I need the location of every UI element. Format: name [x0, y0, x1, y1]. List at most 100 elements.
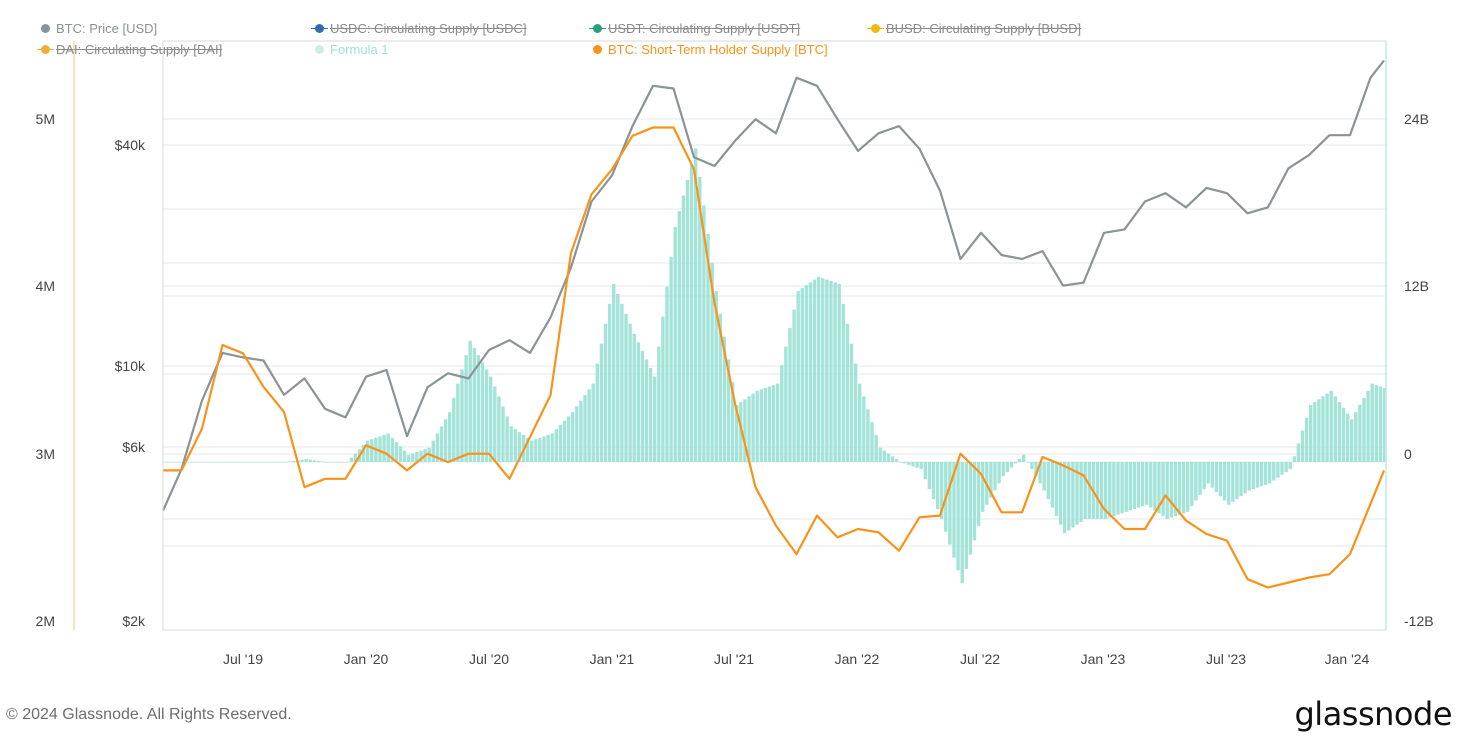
formula-1-bar — [948, 462, 952, 545]
formula-1-bar — [1231, 462, 1235, 502]
formula-1-bar — [1259, 462, 1264, 487]
formula-1-bar — [1161, 462, 1165, 517]
legend-item[interactable]: Formula 1 — [315, 42, 389, 57]
formula-1-bar — [776, 383, 780, 462]
formula-1-bar — [571, 412, 575, 462]
formula-1-bar — [870, 422, 874, 462]
formula-1-bar — [1296, 443, 1301, 462]
formula-1-bar — [443, 419, 448, 463]
formula-1-bar — [812, 279, 817, 462]
formula-1-bar — [484, 369, 489, 462]
x-axis-tick: Jul '22 — [960, 651, 1000, 667]
formula-1-bar — [271, 462, 276, 463]
formula-1-bar — [517, 432, 522, 462]
formula-1-bar — [1218, 462, 1223, 497]
formula-1-bar — [398, 446, 403, 462]
formula-1-bar — [1140, 462, 1145, 507]
formula-1-bar — [755, 390, 759, 463]
legend-dot-icon — [867, 24, 884, 33]
formula-1-bar — [874, 434, 878, 462]
formula-1-bar — [1333, 396, 1337, 462]
formula-1-bar — [1054, 462, 1059, 517]
formula-1-bar — [1214, 462, 1219, 492]
formula-1-bar — [1099, 462, 1104, 519]
formula-1-bar — [681, 195, 686, 462]
formula-1-bar — [197, 462, 202, 463]
formula-1-bar — [341, 462, 345, 463]
formula-1-bar — [452, 397, 456, 462]
formula-1-bar — [747, 396, 751, 462]
formula-1-bar — [218, 462, 222, 463]
formula-1-bar — [1009, 462, 1014, 468]
formula-1-bar — [366, 440, 370, 462]
legend-item[interactable]: USDC: Circulating Supply [USDC] — [311, 21, 527, 36]
formula-1-bar — [981, 462, 985, 512]
formula-1-bar — [825, 279, 829, 462]
formula-1-bar — [960, 462, 964, 584]
formula-1-bar — [534, 439, 538, 462]
formula-1-bar — [1329, 390, 1333, 463]
formula-1-bar — [599, 343, 604, 462]
formula-1-bar — [1300, 430, 1305, 462]
formula-1-bar — [726, 359, 731, 462]
formula-1-bar — [1087, 462, 1091, 519]
formula-1-bar — [1177, 462, 1182, 515]
price-axis-tick: $2k — [122, 613, 146, 629]
formula-1-bar — [620, 303, 624, 462]
formula-1-bar — [718, 313, 722, 462]
formula-1-bar — [698, 177, 702, 462]
formula-1-bar — [542, 436, 546, 462]
formula-1-bar — [894, 459, 899, 462]
formula-1-bar — [1108, 462, 1112, 518]
formula-1-bar — [976, 462, 981, 527]
legend-item[interactable]: BTC: Short-Term Holder Supply [BTC] — [593, 42, 828, 57]
formula-1-bar — [591, 383, 595, 462]
formula-1-bar — [480, 362, 485, 463]
formula-1-bar — [1235, 462, 1239, 500]
legend-item[interactable]: BTC: Price [USD] — [41, 21, 157, 36]
formula-1-bar — [234, 462, 239, 463]
formula-1-bar — [964, 462, 968, 569]
formula-1-bar — [628, 323, 632, 462]
glassnode-logo: glassnode — [1294, 695, 1452, 733]
formula-1-bar — [648, 367, 653, 462]
formula-1-bar — [1124, 462, 1128, 512]
formula-1-bar — [1255, 462, 1260, 488]
formula-1-bar — [1210, 462, 1214, 488]
formula-1-bar — [214, 462, 218, 463]
formula-1-bar — [899, 462, 903, 463]
formula-1-bar — [956, 462, 960, 571]
formula-1-bar — [931, 462, 936, 500]
formula-1-bar — [173, 462, 177, 463]
formula-1-bar — [1001, 462, 1005, 477]
legend-dot-icon — [37, 45, 54, 54]
legend-dot-icon — [315, 45, 324, 54]
formula-1-bar — [935, 462, 940, 509]
formula-1-bar — [402, 450, 407, 462]
formula-1-bar — [279, 462, 284, 463]
formula-1-bar — [292, 460, 296, 462]
formula-1-bar — [911, 462, 915, 467]
formula-1-bar — [587, 389, 591, 462]
right-axis-tick: -12B — [1404, 613, 1434, 629]
formula-1-bar — [993, 462, 997, 491]
formula-1-bar — [665, 286, 669, 462]
formula-1-bar — [706, 234, 710, 462]
formula-1-bar — [489, 376, 493, 462]
formula-1-bar — [1325, 393, 1329, 462]
legend-item[interactable]: BUSD: Circulating Supply [BUSD] — [867, 21, 1081, 36]
formula-1-bar — [1243, 462, 1247, 494]
formula-1-bar — [259, 462, 263, 463]
formula-1-bar — [394, 442, 399, 462]
formula-1-bar — [1042, 462, 1046, 491]
formula-1-bar — [546, 434, 550, 462]
formula-1-bar — [1358, 405, 1362, 462]
formula-1-bar — [370, 439, 374, 462]
legend-item[interactable]: USDT: Circulating Supply [USDT] — [589, 21, 800, 36]
formula-1-bar — [189, 462, 194, 463]
formula-1-bar — [275, 462, 280, 463]
formula-1-bar — [513, 429, 517, 462]
legend-item[interactable]: DAI: Circulating Supply [DAI] — [37, 42, 222, 57]
formula-1-bar — [743, 399, 747, 462]
formula-1-bar — [468, 340, 472, 462]
